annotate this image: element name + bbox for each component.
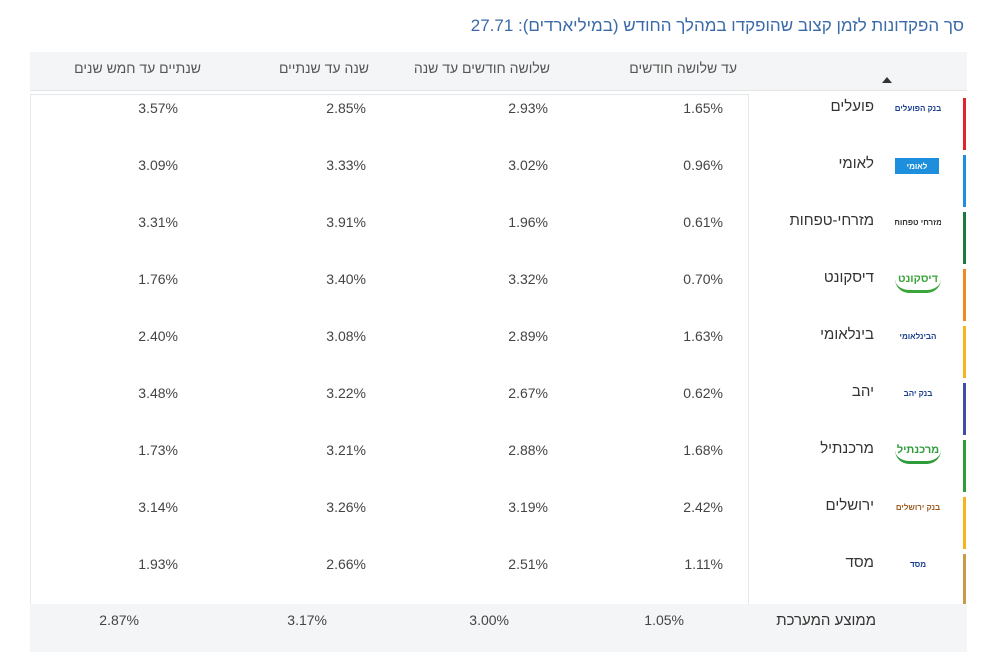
rate-cell-c3: 2.66% [326, 556, 366, 572]
average-1-to-2-years: 3.17% [287, 612, 327, 628]
column-header-2-to-5-years[interactable]: שנתיים עד חמש שנים [74, 60, 201, 76]
rate-cell-c4: 3.57% [138, 100, 178, 116]
yahav-logo-icon: בנק יהב [903, 388, 933, 398]
table-row[interactable]: מרכנתיל מרכנתיל 1.68% 2.88% 3.21% 1.73% [0, 440, 1006, 497]
data-frame-divider [30, 94, 749, 95]
rate-cell-c4: 3.09% [138, 157, 178, 173]
massad-logo-icon: מסד [909, 559, 927, 569]
rate-cell-c2: 2.51% [508, 556, 548, 572]
rate-cell-c2: 1.96% [508, 214, 548, 230]
rate-cell-c3: 2.85% [326, 100, 366, 116]
rate-cell-c3: 3.33% [326, 157, 366, 173]
rate-cell-c2: 2.67% [508, 385, 548, 401]
rate-cell-c3: 3.91% [326, 214, 366, 230]
average-2-to-5-years: 2.87% [99, 612, 139, 628]
bank-color-stripe [963, 212, 966, 264]
system-average-row: ממוצע המערכת 1.05% 3.00% 3.17% 2.87% [30, 604, 967, 652]
rate-cell-c2: 3.02% [508, 157, 548, 173]
mizrahi-tefahot-logo-icon: מזרחי טפחות [895, 217, 941, 227]
bank-color-stripe [963, 269, 966, 321]
mercantile-logo-icon: מרכנתיל [895, 439, 941, 464]
beinleumi-logo-icon: הבינלאומי [899, 331, 937, 341]
bank-name: מרכנתיל [820, 440, 874, 457]
bank-color-stripe [963, 326, 966, 378]
column-header-up-to-3-months[interactable]: עד שלושה חודשים [629, 60, 737, 76]
bank-name: יהב [851, 383, 874, 400]
rate-cell-c3: 3.08% [326, 328, 366, 344]
rate-cell-c1: 0.96% [683, 157, 723, 173]
bank-color-stripe [963, 554, 966, 606]
rate-cell-c4: 1.93% [138, 556, 178, 572]
bank-name: בינלאומי [820, 326, 874, 343]
rate-cell-c2: 2.93% [508, 100, 548, 116]
discount-logo-icon: דיסקונט [895, 268, 941, 293]
bank-name: מסד [845, 554, 874, 571]
rate-cell-c1: 1.68% [683, 442, 723, 458]
bank-color-stripe [963, 98, 966, 150]
rate-cell-c3: 3.40% [326, 271, 366, 287]
rate-cell-c2: 2.88% [508, 442, 548, 458]
average-3-months-to-year: 3.00% [469, 612, 509, 628]
bank-color-stripe [963, 440, 966, 492]
table-header: עד שלושה חודשים שלושה חודשים עד שנה שנה … [30, 52, 967, 91]
bank-name: לאומי [838, 155, 874, 172]
table-row[interactable]: בנק ירושלים ירושלים 2.42% 3.19% 3.26% 3.14% [0, 497, 1006, 554]
column-header-1-to-2-years[interactable]: שנה עד שנתיים [278, 60, 369, 76]
bank-name: ירושלים [825, 497, 874, 514]
rate-cell-c4: 2.40% [138, 328, 178, 344]
bank-color-stripe [963, 383, 966, 435]
rate-cell-c1: 1.63% [683, 328, 723, 344]
column-header-3-months-to-year[interactable]: שלושה חודשים עד שנה [413, 60, 550, 76]
rate-cell-c1: 0.61% [683, 214, 723, 230]
bank-hapoalim-logo-icon: בנק הפועלים [895, 103, 941, 113]
rate-cell-c3: 3.22% [326, 385, 366, 401]
table-row[interactable]: מזרחי טפחות מזרחי-טפחות 0.61% 1.96% 3.91% 3.3… [0, 212, 1006, 269]
rate-cell-c1: 1.65% [683, 100, 723, 116]
bank-name: דיסקונט [823, 269, 874, 286]
rate-cell-c1: 0.70% [683, 271, 723, 287]
rate-cell-c1: 1.11% [684, 556, 723, 572]
rate-cell-c4: 1.76% [138, 271, 178, 287]
table-row[interactable]: דיסקונט דיסקונט 0.70% 3.32% 3.40% 1.76% [0, 269, 1006, 326]
rate-cell-c1: 2.42% [683, 499, 723, 515]
table-row[interactable]: בנק הפועלים פועלים 1.65% 2.93% 2.85% 3.57% [0, 98, 1006, 155]
average-label: ממוצע המערכת [776, 612, 876, 629]
rate-cell-c4: 3.31% [138, 214, 178, 230]
rate-cell-c2: 3.32% [508, 271, 548, 287]
rate-cell-c4: 3.48% [138, 385, 178, 401]
rate-cell-c3: 3.26% [326, 499, 366, 515]
table-row[interactable]: הבינלאומי בינלאומי 1.63% 2.89% 3.08% 2.40% [0, 326, 1006, 383]
bank-color-stripe [963, 497, 966, 549]
bank-jerusalem-logo-icon: בנק ירושלים [895, 502, 941, 512]
table-row[interactable]: מסד מסד 1.11% 2.51% 2.66% 1.93% [0, 554, 1006, 611]
average-up-to-3-months: 1.05% [644, 612, 684, 628]
sort-ascending-icon[interactable] [882, 77, 892, 83]
bank-color-stripe [963, 155, 966, 207]
rate-cell-c2: 2.89% [508, 328, 548, 344]
leumi-logo-icon: לאומי [895, 158, 939, 174]
rate-cell-c1: 0.62% [683, 385, 723, 401]
rate-cell-c3: 3.21% [326, 442, 366, 458]
bank-name: מזרחי-טפחות [789, 212, 874, 229]
rate-cell-c2: 3.19% [508, 499, 548, 515]
rate-cell-c4: 3.14% [138, 499, 178, 515]
panel-title: סך הפקדונות לזמן קצוב שהופקדו במהלך החוד… [470, 16, 964, 35]
table-row[interactable]: לאומי לאומי 0.96% 3.02% 3.33% 3.09% [0, 155, 1006, 212]
bank-name: פועלים [830, 98, 875, 115]
rate-cell-c4: 1.73% [138, 442, 178, 458]
table-row[interactable]: בנק יהב יהב 0.62% 2.67% 3.22% 3.48% [0, 383, 1006, 440]
